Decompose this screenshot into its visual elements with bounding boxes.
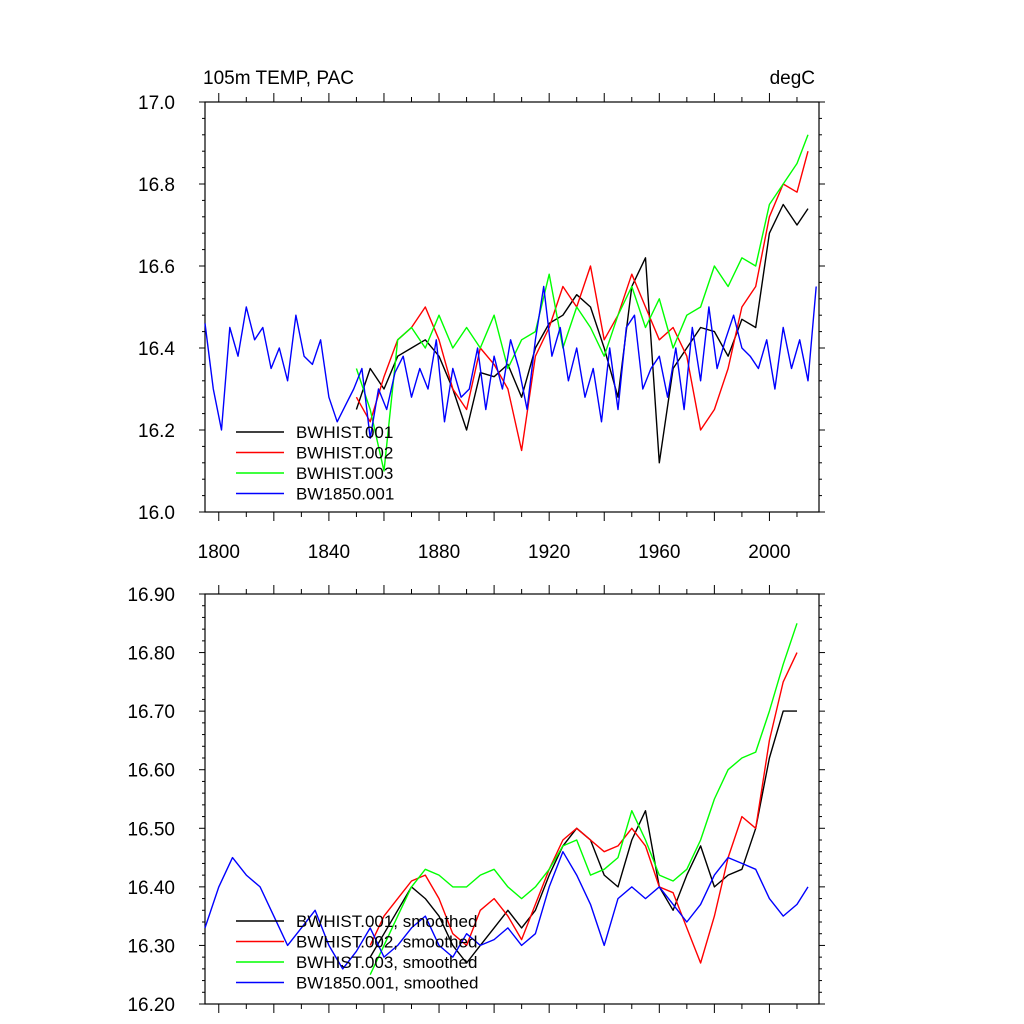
series-line — [355, 134, 809, 472]
series-line — [355, 203, 809, 464]
series-line — [369, 652, 798, 964]
bottom-panel: 16.20 16.30 16.40 16.50 16.60 16.70 16.80 16.90… — [127, 585, 825, 1016]
y-tick-label: 16.20 — [127, 995, 175, 1016]
top-panel: 105m TEMP, PAC degC 16.0 16.2 16.4 16.6 16.8 17… — [138, 68, 825, 563]
x-tick-label: 1880 — [418, 542, 460, 563]
chart-title: 105m TEMP, PAC — [203, 68, 354, 89]
series-line — [204, 851, 809, 970]
legend-label: BWHIST.001, smoothed — [296, 912, 477, 931]
x-tick-label: 1960 — [638, 542, 680, 563]
y-tick-label: 16.0 — [138, 503, 175, 524]
y-tick-label: 16.30 — [127, 936, 175, 957]
series-line — [204, 285, 817, 439]
x-tick-label: 2000 — [748, 542, 790, 563]
y-tick-label: 16.70 — [127, 702, 175, 723]
units-label: degC — [770, 68, 815, 89]
y-tick-label: 16.50 — [127, 819, 175, 840]
x-tick-label: 1920 — [528, 542, 570, 563]
plot-frame — [204, 101, 820, 513]
legend-label: BW1850.001, smoothed — [296, 974, 478, 993]
plot-frame — [204, 593, 820, 1005]
legend-label: BWHIST.002, smoothed — [296, 933, 477, 952]
y-tick-label: 16.80 — [127, 644, 175, 665]
y-tick-label: 16.8 — [138, 175, 175, 196]
series-line — [355, 151, 809, 452]
series-line — [369, 623, 798, 975]
y-tick-label: 16.60 — [127, 761, 175, 782]
y-tick-label: 17.0 — [138, 93, 175, 114]
x-tick-label: 1840 — [308, 542, 350, 563]
legend-label: BWHIST.001 — [296, 423, 393, 442]
legend-label: BWHIST.003, smoothed — [296, 953, 477, 972]
legend-label: BWHIST.002 — [296, 444, 393, 463]
y-tick-label: 16.4 — [138, 339, 175, 360]
y-tick-label: 16.90 — [127, 585, 175, 606]
legend-label: BWHIST.003 — [296, 464, 393, 483]
legend-label: BW1850.001 — [296, 485, 394, 504]
y-tick-label: 16.2 — [138, 421, 175, 442]
y-tick-label: 16.6 — [138, 257, 175, 278]
y-tick-label: 16.40 — [127, 878, 175, 899]
x-tick-label: 1800 — [198, 542, 240, 563]
